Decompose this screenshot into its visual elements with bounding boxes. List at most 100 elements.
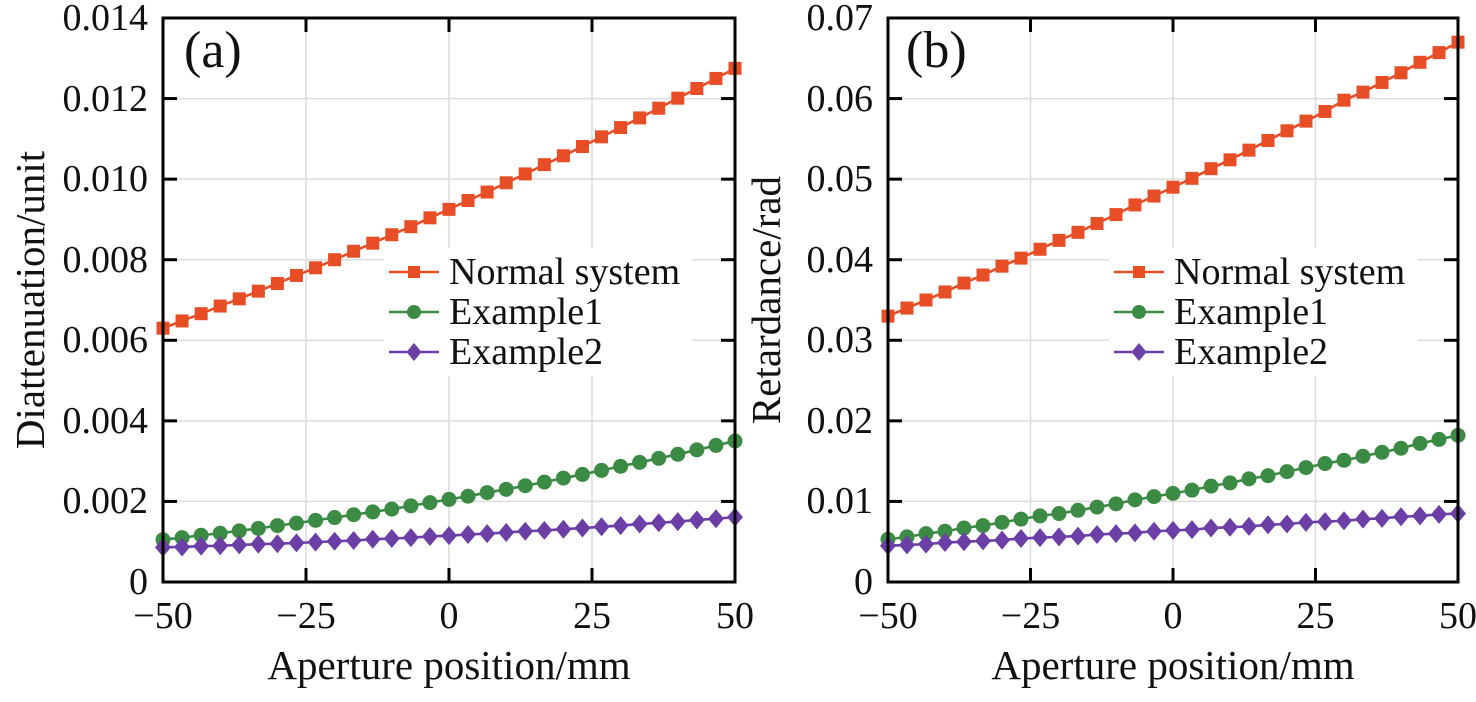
data-point-marker — [1356, 85, 1370, 99]
data-point-marker — [231, 523, 247, 539]
data-point-marker — [632, 454, 648, 470]
data-point-marker — [269, 518, 285, 534]
x-tick-label: −25 — [1000, 595, 1061, 637]
data-point-marker — [517, 478, 533, 494]
data-point-marker — [1128, 198, 1142, 212]
data-point-marker — [1260, 468, 1276, 484]
x-tick-label: 0 — [1163, 595, 1183, 637]
data-point-marker — [1069, 526, 1086, 546]
data-point-marker — [212, 525, 228, 541]
y-tick-label: 0 — [129, 561, 148, 603]
data-point-marker — [174, 537, 191, 557]
data-point-marker — [1051, 527, 1067, 547]
data-point-marker — [1147, 189, 1161, 203]
data-point-marker — [1393, 440, 1409, 456]
data-point-marker — [1203, 478, 1219, 494]
panel-label-b: (b) — [906, 22, 967, 79]
legend-label: Example2 — [1174, 331, 1329, 373]
legend-label: Normal system — [449, 251, 681, 293]
x-axis-label-a: Aperture position/mm — [267, 642, 631, 688]
data-point-marker — [574, 518, 591, 538]
data-point-marker — [1033, 242, 1047, 256]
data-point-marker — [652, 101, 666, 115]
data-point-marker — [1336, 452, 1352, 468]
data-point-marker — [612, 516, 629, 536]
legend-label: Normal system — [1174, 251, 1406, 293]
data-point-marker — [555, 470, 571, 486]
x-tick-label: 50 — [1439, 595, 1476, 637]
data-point-marker — [1014, 251, 1028, 265]
data-point-marker — [574, 466, 590, 482]
y-axis-label-b: Retardance/rad — [743, 175, 789, 425]
data-point-marker — [384, 501, 400, 517]
data-point-marker — [595, 130, 609, 144]
legend-circle-marker-icon — [1114, 305, 1164, 319]
legend-a: Normal system Example1 Example2 — [384, 248, 693, 376]
data-point-marker — [1184, 482, 1200, 498]
y-tick-label: 0.004 — [62, 399, 149, 442]
data-point-marker — [403, 498, 419, 514]
data-point-marker — [1127, 492, 1143, 508]
data-point-marker — [250, 520, 266, 536]
data-point-marker — [1051, 506, 1067, 522]
data-point-marker — [1317, 456, 1333, 472]
data-point-marker — [1431, 431, 1447, 447]
legend-item: Normal system — [1113, 252, 1405, 292]
data-point-marker — [537, 158, 551, 172]
data-point-marker — [956, 520, 972, 536]
data-point-marker — [1052, 233, 1066, 247]
panel-label-a: (a) — [184, 22, 242, 79]
legend-square-marker-icon — [1114, 266, 1164, 278]
data-point-marker — [1240, 516, 1257, 536]
data-point-marker — [1070, 502, 1086, 518]
data-point-marker — [955, 532, 972, 552]
data-point-marker — [593, 517, 610, 537]
data-point-marker — [555, 519, 572, 539]
y-tick-label: 0.006 — [62, 319, 149, 362]
data-point-marker — [707, 509, 724, 529]
data-point-marker — [1090, 216, 1104, 230]
data-point-marker — [365, 504, 381, 520]
data-point-marker — [1071, 225, 1085, 239]
x-tick-label: 50 — [716, 595, 754, 637]
data-point-marker — [1318, 104, 1332, 118]
data-point-marker — [1108, 524, 1124, 544]
data-point-marker — [900, 301, 914, 315]
data-point-marker — [1242, 143, 1256, 157]
y-tick-label: 0.010 — [62, 158, 149, 201]
data-point-marker — [518, 167, 532, 181]
data-point-marker — [1355, 448, 1371, 464]
data-point-marker — [1431, 504, 1448, 524]
data-point-marker — [1412, 435, 1428, 451]
data-point-marker — [709, 71, 723, 85]
x-tick-label: −25 — [276, 595, 336, 637]
data-point-marker — [1222, 517, 1238, 537]
legend-item: Normal system — [388, 252, 680, 292]
y-tick-label: 0.008 — [62, 238, 149, 281]
data-point-marker — [708, 437, 724, 453]
data-point-marker — [422, 495, 438, 511]
data-point-marker — [309, 261, 323, 275]
y-tick-label: 0.05 — [806, 158, 874, 201]
data-point-marker — [498, 481, 514, 497]
data-point-marker — [193, 536, 210, 556]
data-point-marker — [614, 121, 628, 135]
data-point-marker — [1375, 75, 1389, 89]
data-point-marker — [556, 149, 570, 163]
data-point-marker — [1336, 511, 1352, 531]
data-point-marker — [326, 531, 343, 551]
data-point-marker — [937, 523, 953, 539]
data-point-marker — [957, 276, 971, 290]
data-point-marker — [498, 522, 515, 542]
data-point-marker — [404, 220, 418, 234]
y-tick-label: 0.07 — [806, 0, 874, 39]
data-point-marker — [441, 491, 457, 507]
data-point-marker — [937, 533, 953, 553]
y-tick-label: 0.014 — [62, 0, 149, 39]
y-tick-label: 0.012 — [62, 77, 149, 120]
data-point-marker — [669, 512, 686, 532]
data-point-marker — [175, 314, 189, 328]
data-point-marker — [366, 236, 380, 250]
x-tick-label: −50 — [858, 595, 918, 637]
data-point-marker — [480, 185, 494, 199]
